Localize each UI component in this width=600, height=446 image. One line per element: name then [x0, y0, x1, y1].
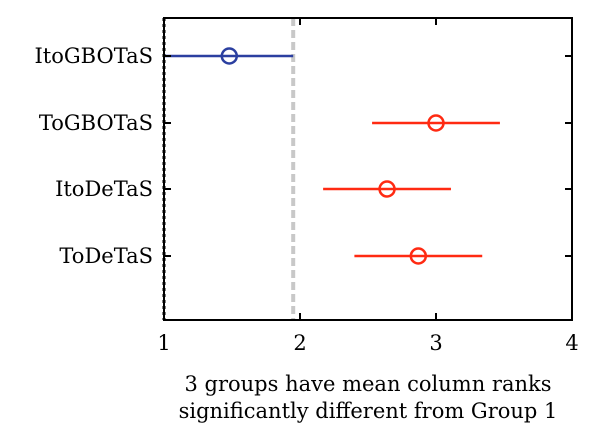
category-label-1: ItoGBOTaS — [35, 44, 153, 68]
x-axis-label-line1: 3 groups have mean column ranks — [185, 372, 552, 396]
mean-marker-4 — [409, 247, 428, 265]
category-labels: ItoGBOTaS ToGBOTaS ItoDeTaS ToDeTaS — [35, 44, 572, 268]
mean-marker-2 — [427, 114, 445, 132]
axes — [163, 17, 573, 321]
x-tick-label-3: 3 — [429, 331, 442, 355]
category-label-4: ToDeTaS — [59, 244, 153, 268]
x-ticks: 1 2 3 4 — [157, 18, 579, 355]
x-tick-label-4: 4 — [565, 331, 578, 355]
category-label-3: ItoDeTaS — [55, 177, 153, 201]
category-label-2: ToGBOTaS — [39, 111, 153, 135]
x-axis-label-line2: significantly different from Group 1 — [179, 399, 558, 423]
mean-marker-3 — [378, 180, 396, 198]
x-tick-label-2: 2 — [293, 331, 306, 355]
mean-marker-1 — [220, 47, 239, 65]
axes-frame — [163, 17, 573, 321]
plot-area — [162, 18, 500, 320]
x-tick-label-1: 1 — [157, 331, 170, 355]
